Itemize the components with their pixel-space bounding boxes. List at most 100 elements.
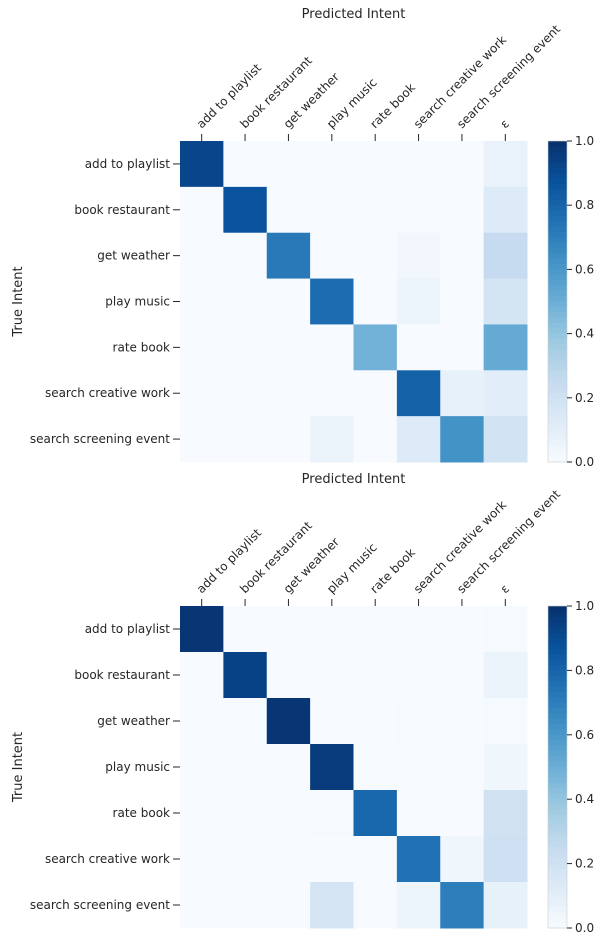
colorbar-segment bbox=[548, 761, 567, 768]
heatmap-cell bbox=[266, 370, 311, 417]
colorbar-segment bbox=[548, 750, 567, 757]
colorbar-segment bbox=[548, 831, 567, 838]
colorbar-segment bbox=[548, 826, 567, 832]
heatmap-cell bbox=[180, 652, 224, 699]
colorbar-segment bbox=[548, 360, 567, 367]
colorbar-segment bbox=[548, 355, 567, 361]
heatmap-cell bbox=[223, 232, 268, 280]
y-tick-label: play music bbox=[105, 295, 170, 309]
colorbar-segment bbox=[548, 697, 567, 704]
colorbar-segment bbox=[548, 392, 567, 399]
heatmap-cell bbox=[180, 416, 224, 463]
colorbar-segment bbox=[548, 280, 567, 286]
heatmap-cell bbox=[396, 652, 441, 699]
heatmap-cell bbox=[353, 232, 398, 280]
heatmap-cell bbox=[483, 836, 528, 883]
heatmap-cell bbox=[353, 790, 398, 837]
colorbar-segment bbox=[548, 183, 567, 190]
heatmap-cell bbox=[180, 698, 224, 745]
colorbar-segment bbox=[548, 424, 567, 431]
colorbar-segment bbox=[548, 306, 567, 313]
colorbar-segment bbox=[548, 221, 567, 228]
heatmap-cell bbox=[483, 790, 528, 837]
heatmap-cell bbox=[353, 141, 398, 188]
colorbar-segment bbox=[548, 333, 567, 340]
heatmap-cell bbox=[310, 882, 354, 929]
heatmap-cell bbox=[223, 141, 268, 188]
heatmap-cell bbox=[440, 416, 485, 463]
heatmap-cell bbox=[440, 232, 485, 280]
heatmap-cell bbox=[266, 744, 311, 791]
colorbar-segment bbox=[548, 456, 567, 463]
colorbar-segment bbox=[548, 901, 567, 908]
heatmap-cell bbox=[266, 232, 311, 280]
colorbar-segment bbox=[548, 419, 567, 426]
colorbar-tick-label: 0.2 bbox=[575, 391, 594, 405]
heatmap-cell bbox=[353, 698, 398, 745]
colorbar-segment bbox=[548, 413, 567, 420]
heatmap-cell bbox=[223, 416, 268, 463]
y-tick-label: search screening event bbox=[30, 432, 170, 446]
heatmap-cell bbox=[353, 606, 398, 653]
heatmap-cell bbox=[180, 141, 224, 188]
heatmap-cell bbox=[396, 790, 441, 837]
colorbar-segment bbox=[548, 408, 567, 415]
colorbar-segment bbox=[548, 290, 567, 297]
heatmap-cell bbox=[483, 278, 528, 325]
colorbar-segment bbox=[548, 445, 567, 452]
heatmap-cell bbox=[266, 416, 311, 463]
y-tick-label: get weather bbox=[97, 714, 170, 728]
colorbar-tick-label: 1.0 bbox=[575, 134, 594, 148]
heatmap-cell bbox=[310, 186, 354, 234]
colorbar-segment bbox=[548, 146, 567, 153]
heatmap-cell bbox=[396, 416, 441, 463]
colorbar-segment bbox=[548, 162, 567, 169]
heatmap-cell bbox=[310, 141, 354, 188]
colorbar-segment bbox=[548, 141, 567, 147]
heatmap-cell bbox=[483, 186, 528, 234]
heatmap-cell bbox=[353, 882, 398, 929]
heatmap-cell bbox=[223, 278, 268, 325]
heatmap-cell bbox=[266, 141, 311, 188]
colorbar-segment bbox=[548, 852, 567, 859]
colorbar-segment bbox=[548, 285, 567, 292]
heatmap-cell bbox=[266, 790, 311, 837]
y-tick-label: rate book bbox=[113, 340, 170, 354]
colorbar-segment bbox=[548, 772, 567, 779]
colorbar-segment bbox=[548, 365, 567, 372]
colorbar-segment bbox=[548, 702, 567, 709]
heatmap-cell bbox=[266, 186, 311, 234]
colorbar-tick-label: 0.0 bbox=[575, 921, 594, 935]
heatmap-cell bbox=[266, 698, 311, 745]
y-tick-label: add to playlist bbox=[85, 157, 171, 171]
y-tick-label: add to playlist bbox=[85, 622, 171, 636]
colorbar-frame bbox=[547, 140, 568, 463]
colorbar-frame bbox=[547, 605, 568, 929]
colorbar-tick-label: 0.6 bbox=[575, 262, 594, 276]
colorbar-segment bbox=[548, 681, 567, 687]
colorbar-tick-label: 0.6 bbox=[575, 728, 594, 742]
colorbar-segment bbox=[548, 665, 567, 671]
colorbar-segment bbox=[548, 429, 567, 436]
colorbar-segment bbox=[548, 858, 567, 865]
heatmap-cell bbox=[353, 416, 398, 463]
colorbar-segment bbox=[548, 338, 567, 345]
heatmap-cell bbox=[440, 744, 485, 791]
colorbar-segment bbox=[548, 793, 567, 800]
colorbar-segment bbox=[548, 809, 567, 816]
heatmap-cell bbox=[223, 882, 268, 929]
colorbar: 0.0 0.2 0.4 0.6 0.8 1.0 bbox=[547, 134, 594, 469]
heatmap-cell bbox=[180, 324, 224, 371]
colorbar-segment bbox=[548, 387, 567, 393]
colorbar-segment bbox=[548, 205, 567, 212]
y-tick-label: play music bbox=[105, 760, 170, 774]
colorbar-segment bbox=[548, 199, 567, 206]
heatmap-cell bbox=[180, 186, 224, 234]
colorbar-segment bbox=[548, 868, 567, 875]
y-tick-label: get weather bbox=[97, 249, 170, 263]
colorbar-segment bbox=[548, 258, 567, 265]
heatmap-cell bbox=[180, 790, 224, 837]
colorbar-segment bbox=[548, 686, 567, 693]
heatmap-cell bbox=[353, 324, 398, 371]
colorbar-segment bbox=[548, 194, 567, 201]
